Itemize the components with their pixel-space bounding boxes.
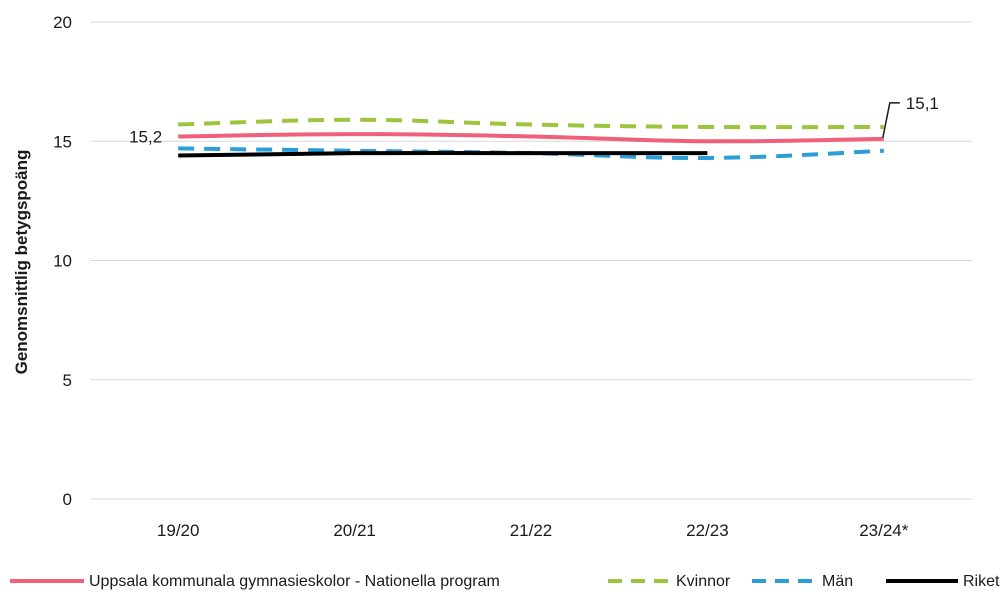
legend-label: Kvinnor [676, 573, 731, 590]
gridlines [90, 21, 972, 500]
x-tick-label: 23/24* [859, 521, 909, 540]
x-tick-label: 22/23 [686, 521, 729, 540]
data-label: 15,1 [906, 94, 939, 113]
y-axis-ticks: 0 5 10 15 20 [53, 13, 72, 509]
legend: Uppsala kommunala gymnasieskolor - Natio… [10, 573, 1000, 590]
data-label-leader [882, 102, 900, 139]
series-line-0 [178, 132, 884, 144]
data-labels: 15,2 15,1 [129, 94, 939, 147]
x-axis-ticks: 19/20 20/21 21/22 22/23 23/24* [157, 521, 909, 540]
legend-label: Uppsala kommunala gymnasieskolor - Natio… [89, 573, 500, 590]
y-tick-label: 10 [53, 252, 72, 271]
data-label: 15,2 [129, 127, 162, 146]
legend-label: Riket [963, 573, 1000, 590]
x-tick-label: 21/22 [510, 521, 553, 540]
y-tick-label: 0 [63, 490, 72, 509]
x-tick-label: 20/21 [333, 521, 376, 540]
y-axis-label: Genomsnittlig betygspoäng [12, 150, 31, 375]
legend-label: Män [822, 573, 853, 590]
y-tick-label: 15 [53, 132, 72, 151]
x-tick-label: 19/20 [157, 521, 200, 540]
y-tick-label: 20 [53, 13, 72, 32]
series-lines [178, 117, 884, 160]
series-line-1 [178, 117, 884, 130]
series-line-3 [178, 150, 708, 158]
y-tick-label: 5 [63, 371, 72, 390]
